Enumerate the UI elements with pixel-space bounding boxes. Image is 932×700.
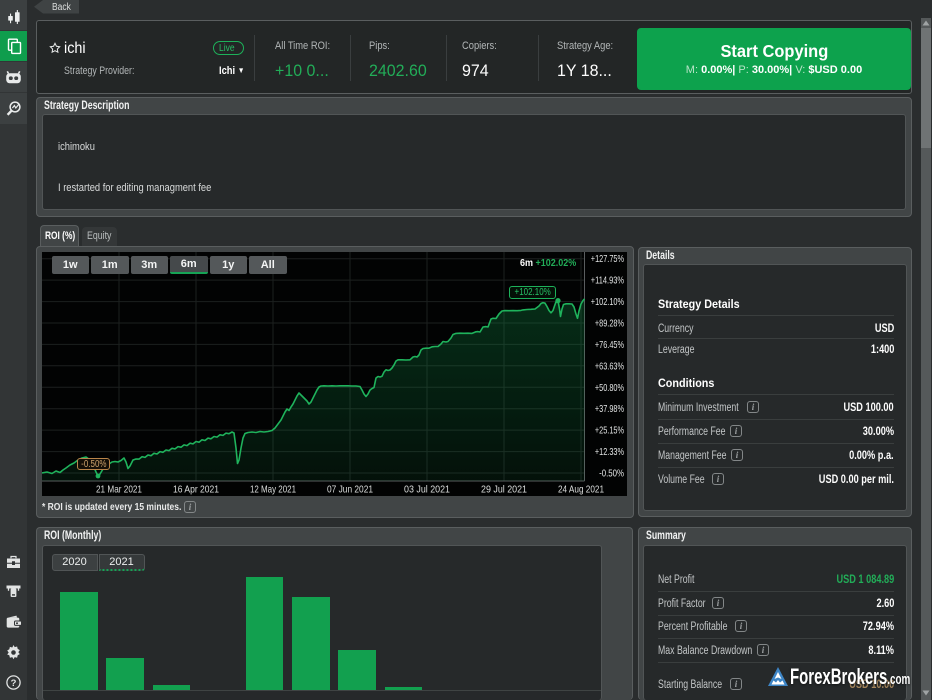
svg-text:-0.50%: -0.50% — [599, 468, 624, 480]
svg-text:+37.98%: +37.98% — [595, 403, 624, 415]
svg-text:+102.10%: +102.10% — [591, 296, 624, 308]
svg-text:+114.93%: +114.93% — [591, 275, 624, 287]
svg-text:21 Mar 2021: 21 Mar 2021 — [96, 484, 142, 496]
svg-text:+50.80%: +50.80% — [595, 382, 624, 394]
svg-text:16 Apr 2021: 16 Apr 2021 — [173, 484, 219, 496]
svg-text:07 Jun 2021: 07 Jun 2021 — [327, 484, 373, 496]
svg-text:+76.45%: +76.45% — [595, 339, 624, 351]
svg-text:+63.63%: +63.63% — [595, 360, 624, 372]
svg-text:+89.28%: +89.28% — [595, 318, 624, 330]
svg-text:+12.33%: +12.33% — [595, 446, 624, 458]
svg-text:03 Jul 2021: 03 Jul 2021 — [404, 484, 450, 496]
svg-text:29 Jul 2021: 29 Jul 2021 — [481, 484, 527, 496]
svg-text:12 May 2021: 12 May 2021 — [250, 484, 296, 496]
svg-text:+127.75%: +127.75% — [591, 253, 624, 265]
svg-text:24 Aug 2021: 24 Aug 2021 — [558, 484, 604, 496]
svg-text:?: ? — [11, 678, 17, 689]
svg-text:+25.15%: +25.15% — [595, 425, 624, 437]
